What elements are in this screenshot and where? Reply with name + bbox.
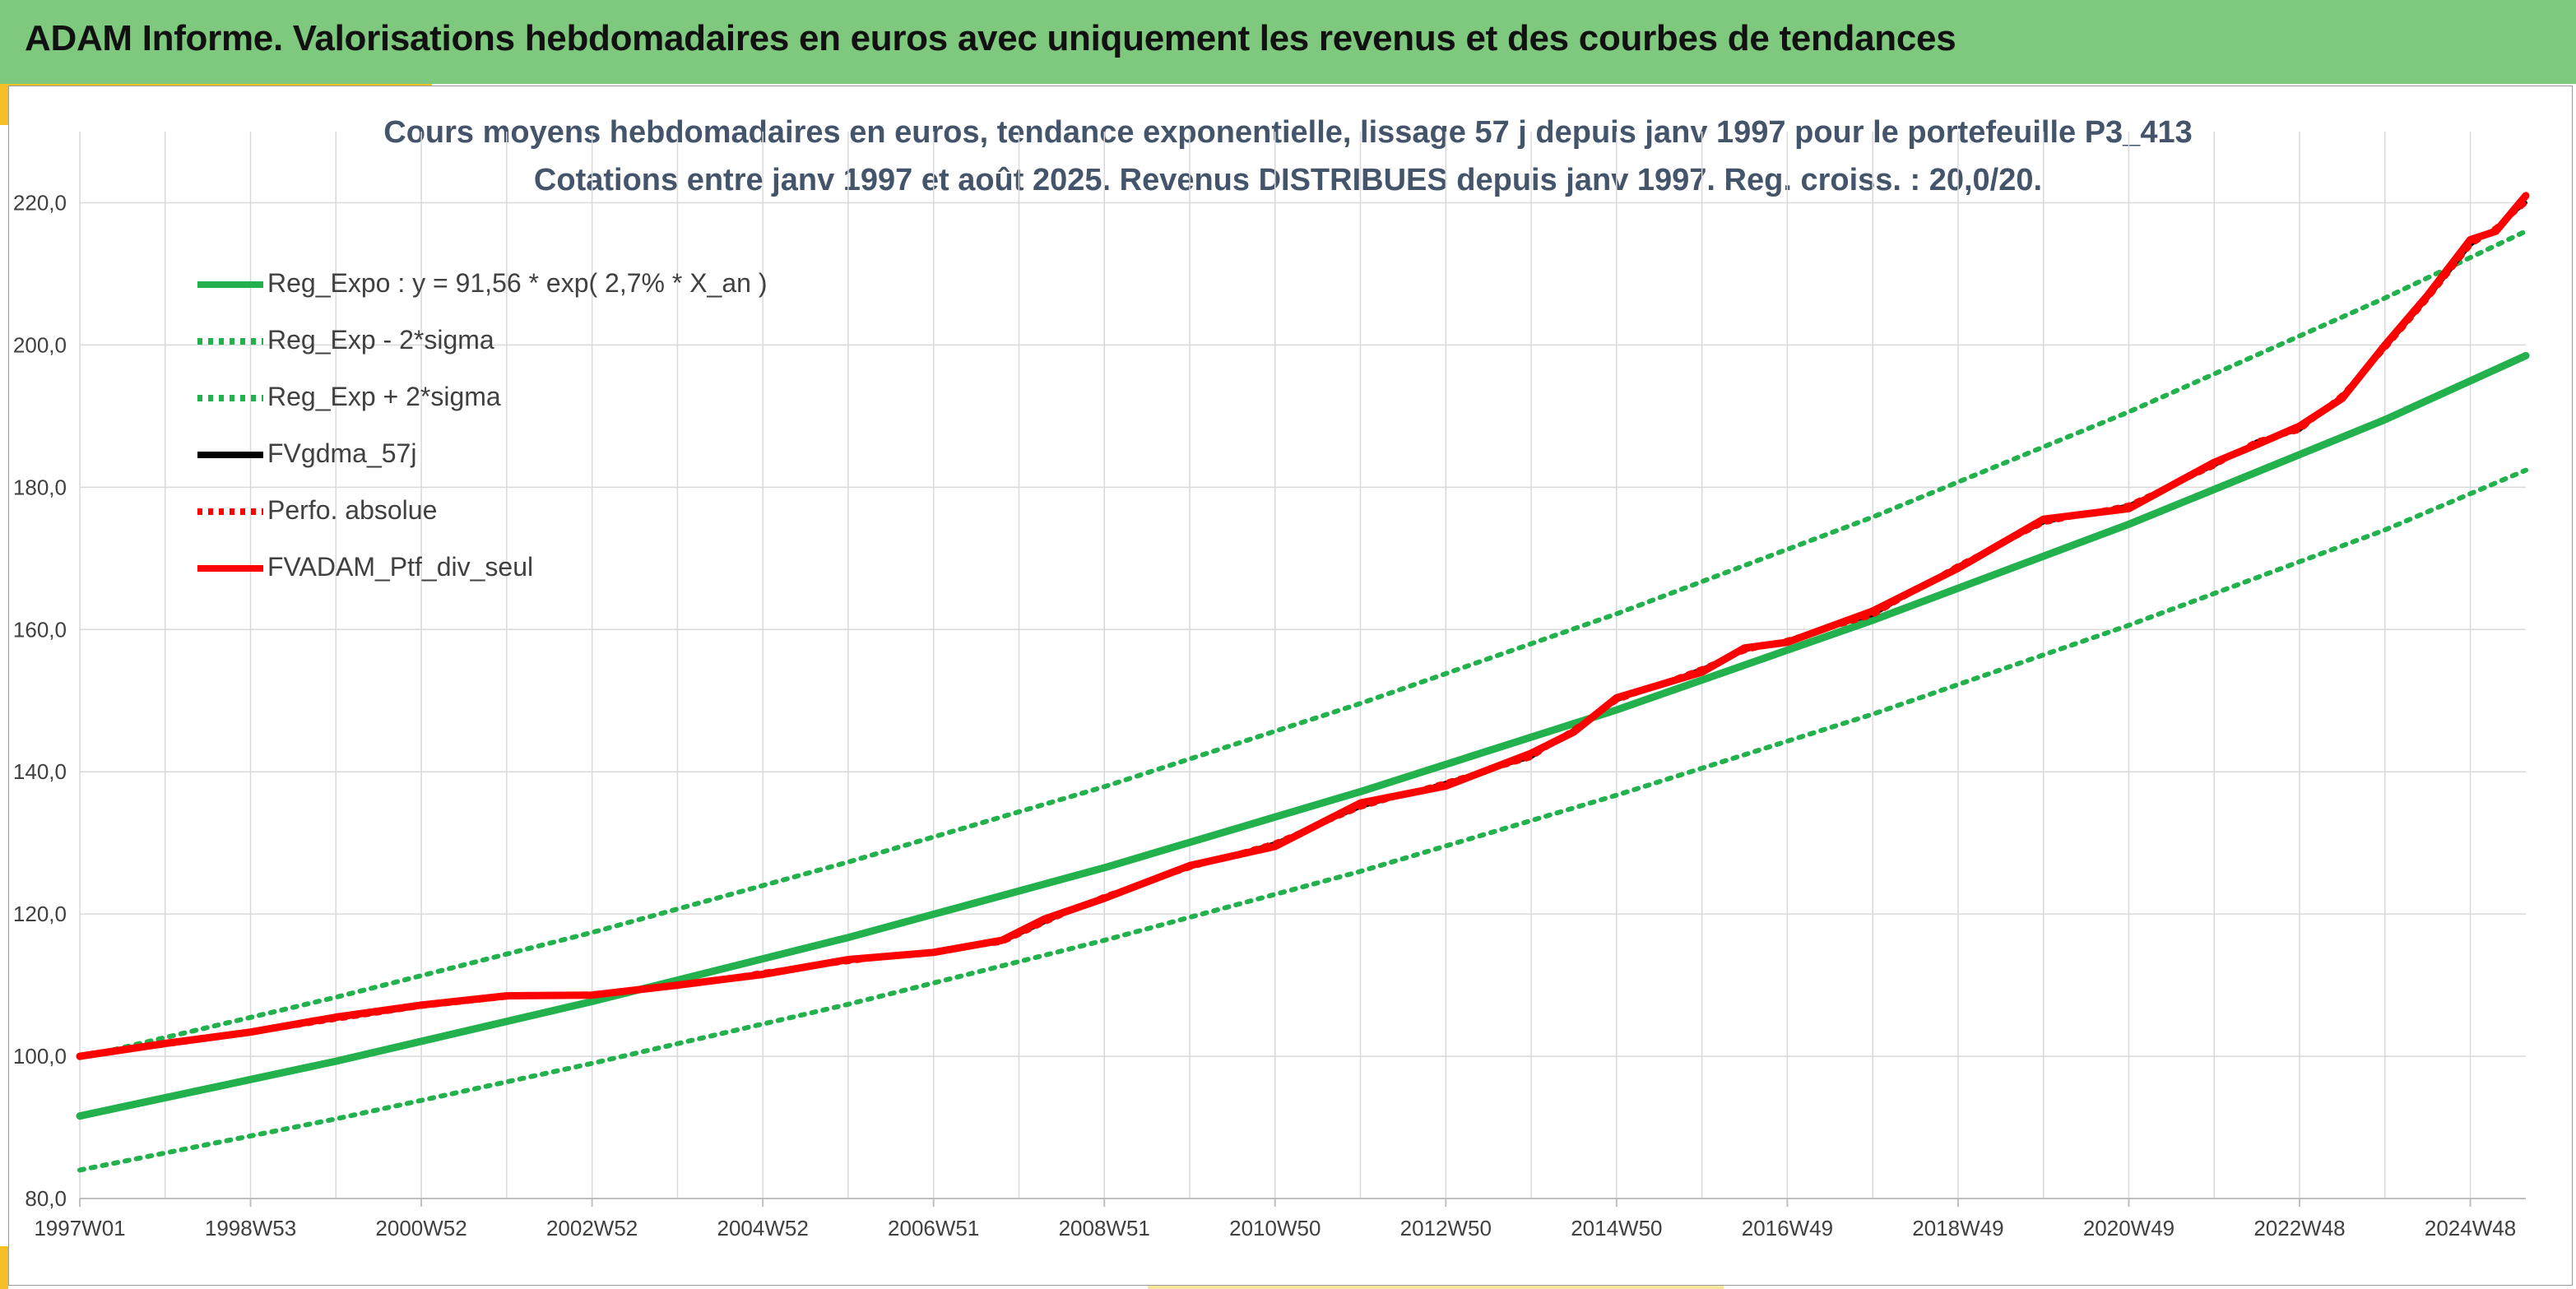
series-line-3 bbox=[77, 229, 2528, 1060]
x-tick-label: 2008W51 bbox=[1059, 1216, 1150, 1240]
legend-swatch bbox=[197, 565, 263, 572]
y-tick-label: 100,0 bbox=[13, 1044, 67, 1069]
page-header: ADAM Informe. Valorisations hebdomadaire… bbox=[0, 0, 2576, 84]
legend-swatch bbox=[197, 508, 263, 515]
y-tick-label: 120,0 bbox=[13, 902, 67, 926]
chart-subtitle: Cotations entre janv 1997 et août 2025. … bbox=[533, 163, 2043, 197]
legend-label: FVgdma_57j bbox=[267, 438, 417, 468]
legend-swatch bbox=[197, 281, 263, 288]
legend-label: Reg_Exp - 2*sigma bbox=[267, 325, 494, 355]
y-tick-label: 80,0 bbox=[25, 1186, 67, 1211]
y-tick-label: 220,0 bbox=[13, 190, 67, 215]
series-line-2 bbox=[77, 467, 2528, 1173]
legend-label: FVADAM_Ptf_div_seul bbox=[267, 552, 534, 582]
legend-label: Reg_Exp + 2*sigma bbox=[267, 382, 501, 411]
chart-frame bbox=[8, 86, 2573, 1286]
chart-title: Cours moyens hebdomadaires en euros, ten… bbox=[383, 115, 2193, 150]
x-tick-label: 2020W49 bbox=[2083, 1216, 2175, 1240]
y-tick-label: 140,0 bbox=[13, 759, 67, 784]
accent-bar-left-top bbox=[0, 84, 8, 125]
x-tick-label: 2014W50 bbox=[1571, 1216, 1662, 1240]
y-tick-label: 160,0 bbox=[13, 617, 67, 642]
x-tick-label: 2000W52 bbox=[375, 1216, 466, 1240]
series-layer bbox=[76, 192, 2530, 1173]
x-tick-label: 2016W49 bbox=[1742, 1216, 1833, 1240]
grid-layer bbox=[79, 132, 2526, 1199]
x-tick-label: 2018W49 bbox=[1912, 1216, 2003, 1240]
series-line-6 bbox=[76, 192, 2530, 1060]
accent-bar-left-bottom bbox=[0, 1246, 8, 1289]
y-tick-label: 180,0 bbox=[13, 475, 67, 499]
x-tick-label: 1997W01 bbox=[34, 1216, 125, 1240]
x-tick-label: 2002W52 bbox=[546, 1216, 638, 1240]
x-tick-label: 2012W50 bbox=[1400, 1216, 1492, 1240]
legend-label: Perfo. absolue bbox=[267, 495, 438, 525]
legend-swatch bbox=[197, 395, 263, 401]
x-tick-label: 2022W48 bbox=[2253, 1216, 2345, 1240]
legend-swatch bbox=[197, 452, 263, 458]
y-tick-label: 200,0 bbox=[13, 332, 67, 357]
x-tick-label: 2004W52 bbox=[717, 1216, 809, 1240]
legend-label: Reg_Expo : y = 91,56 * exp( 2,7% * X_an … bbox=[267, 268, 768, 298]
tick-layer: 80,0 100,0 120,0 140,0 160,0 180,0 200,0 220,0 1… bbox=[13, 190, 2516, 1240]
x-tick-label: 2006W51 bbox=[888, 1216, 979, 1240]
x-tick-label: 1998W53 bbox=[205, 1216, 296, 1240]
legend-swatch bbox=[197, 338, 263, 345]
series-line-1 bbox=[76, 351, 2530, 1120]
page-title: ADAM Informe. Valorisations hebdomadaire… bbox=[25, 18, 1956, 58]
accent-bar-bottom bbox=[1148, 1284, 1724, 1289]
x-tick-label: 2010W50 bbox=[1229, 1216, 1320, 1240]
x-tick-label: 2024W48 bbox=[2425, 1216, 2516, 1240]
